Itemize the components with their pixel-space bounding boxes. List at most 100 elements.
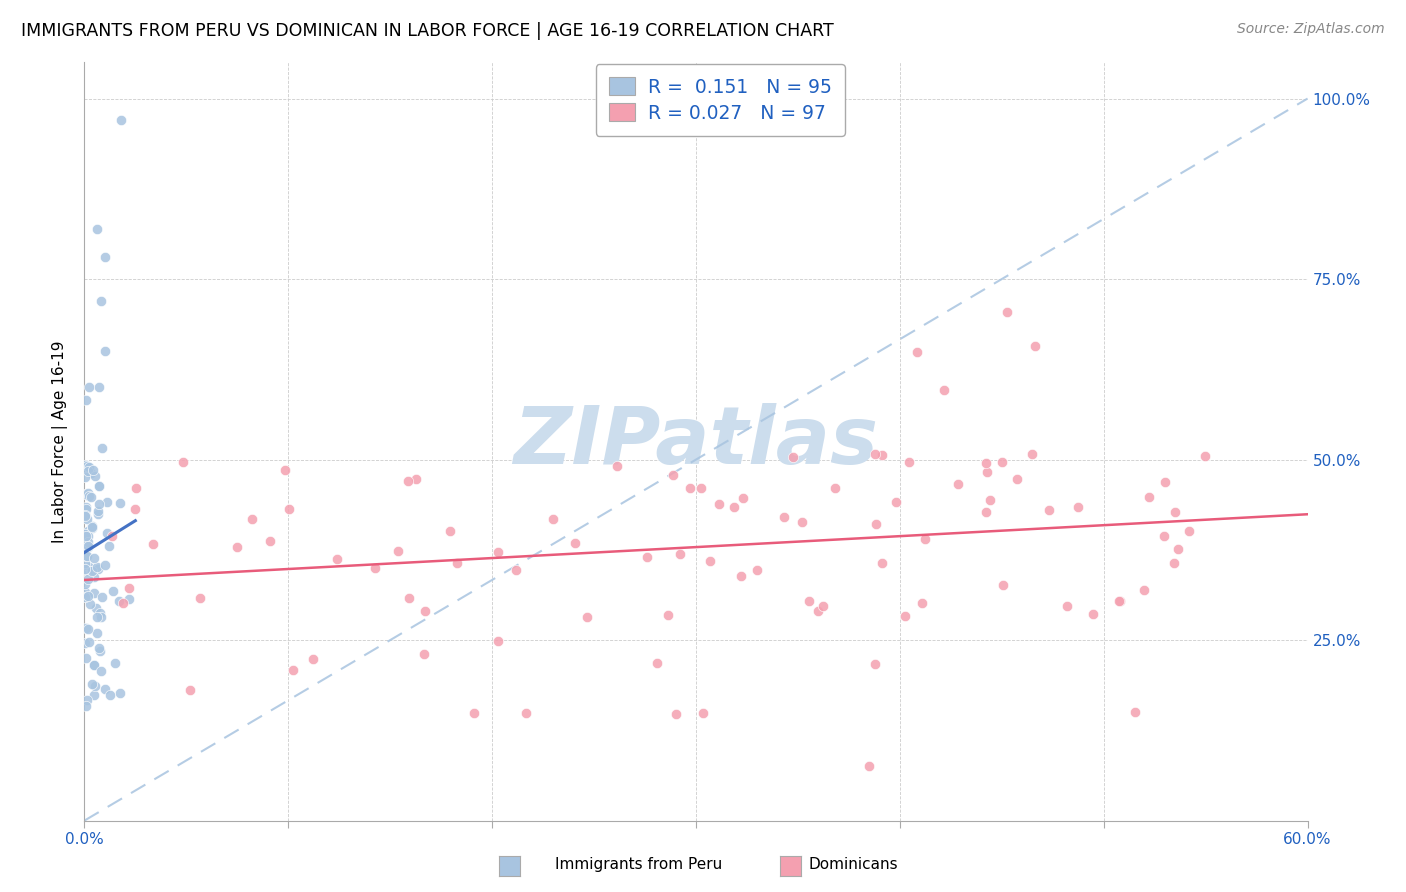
Point — [259, 533, 281, 548]
Point — [75, 621, 97, 635]
Point — [89, 497, 111, 511]
Point — [893, 609, 915, 624]
Point — [273, 463, 295, 477]
Point — [486, 544, 509, 558]
Point — [75, 510, 97, 524]
Point — [979, 493, 1001, 508]
Point — [76, 529, 98, 543]
Point — [75, 562, 97, 576]
Point — [80, 491, 103, 505]
Point — [515, 706, 537, 720]
Point — [86, 221, 108, 235]
Point — [865, 516, 887, 531]
Point — [77, 623, 100, 637]
Point — [93, 344, 115, 359]
Point — [976, 465, 998, 479]
Point — [87, 562, 110, 576]
Point — [439, 524, 461, 539]
Point — [77, 460, 100, 475]
Point — [98, 688, 121, 702]
Point — [991, 577, 1014, 591]
Point — [179, 682, 201, 697]
Point — [84, 601, 107, 615]
Point — [83, 658, 105, 673]
Point — [80, 521, 103, 535]
Point — [488, 634, 510, 648]
Point — [773, 510, 796, 524]
Point — [396, 475, 419, 489]
Point — [870, 448, 893, 462]
Point — [80, 564, 103, 578]
Point — [1125, 705, 1147, 719]
Point — [75, 526, 97, 541]
Point — [107, 593, 129, 607]
Point — [77, 489, 100, 503]
Point — [141, 537, 163, 551]
Point — [277, 502, 299, 516]
Point — [863, 447, 886, 461]
Point — [86, 507, 108, 521]
Point — [77, 534, 100, 549]
Point — [662, 468, 685, 483]
Point — [575, 609, 598, 624]
Point — [172, 454, 194, 468]
Point — [914, 532, 936, 546]
Point — [75, 458, 97, 472]
Point — [83, 688, 105, 702]
Point — [863, 657, 886, 671]
Point — [77, 590, 100, 604]
Point — [884, 495, 907, 509]
Point — [541, 512, 564, 526]
Point — [76, 549, 98, 563]
Point — [75, 508, 97, 523]
Point — [86, 609, 108, 624]
Point — [80, 564, 103, 578]
Point — [91, 441, 114, 455]
Point — [974, 505, 997, 519]
Point — [79, 635, 101, 649]
Point — [907, 344, 929, 359]
Point — [911, 596, 934, 610]
Point — [76, 511, 98, 525]
Point — [83, 657, 105, 672]
Point — [80, 519, 103, 533]
Y-axis label: In Labor Force | Age 16-19: In Labor Force | Age 16-19 — [52, 340, 69, 543]
Point — [84, 679, 107, 693]
Point — [188, 591, 211, 605]
Point — [89, 479, 111, 493]
Point — [689, 481, 711, 495]
Point — [707, 497, 730, 511]
Point — [226, 540, 249, 554]
Point — [665, 706, 688, 721]
Point — [1164, 505, 1187, 519]
Point — [75, 508, 97, 523]
Point — [1021, 447, 1043, 461]
Point — [118, 581, 141, 595]
Point — [82, 463, 104, 477]
Point — [75, 549, 97, 563]
Point — [858, 759, 880, 773]
Point — [1167, 542, 1189, 557]
Point — [77, 524, 100, 539]
Point — [83, 469, 105, 483]
Point — [302, 652, 325, 666]
Point — [995, 305, 1018, 319]
Point — [83, 570, 105, 584]
Point — [1081, 607, 1104, 622]
Point — [86, 625, 108, 640]
Point — [792, 516, 814, 530]
Point — [1067, 500, 1090, 514]
Point — [387, 544, 409, 558]
Point — [745, 563, 768, 577]
Point — [89, 640, 111, 655]
Point — [240, 512, 263, 526]
Point — [76, 458, 98, 473]
Point — [89, 606, 111, 620]
Point — [505, 563, 527, 577]
Point — [75, 540, 97, 554]
Point — [87, 478, 110, 492]
Point — [1056, 599, 1078, 614]
Point — [807, 604, 830, 618]
Point — [90, 665, 112, 679]
Point — [75, 529, 97, 543]
